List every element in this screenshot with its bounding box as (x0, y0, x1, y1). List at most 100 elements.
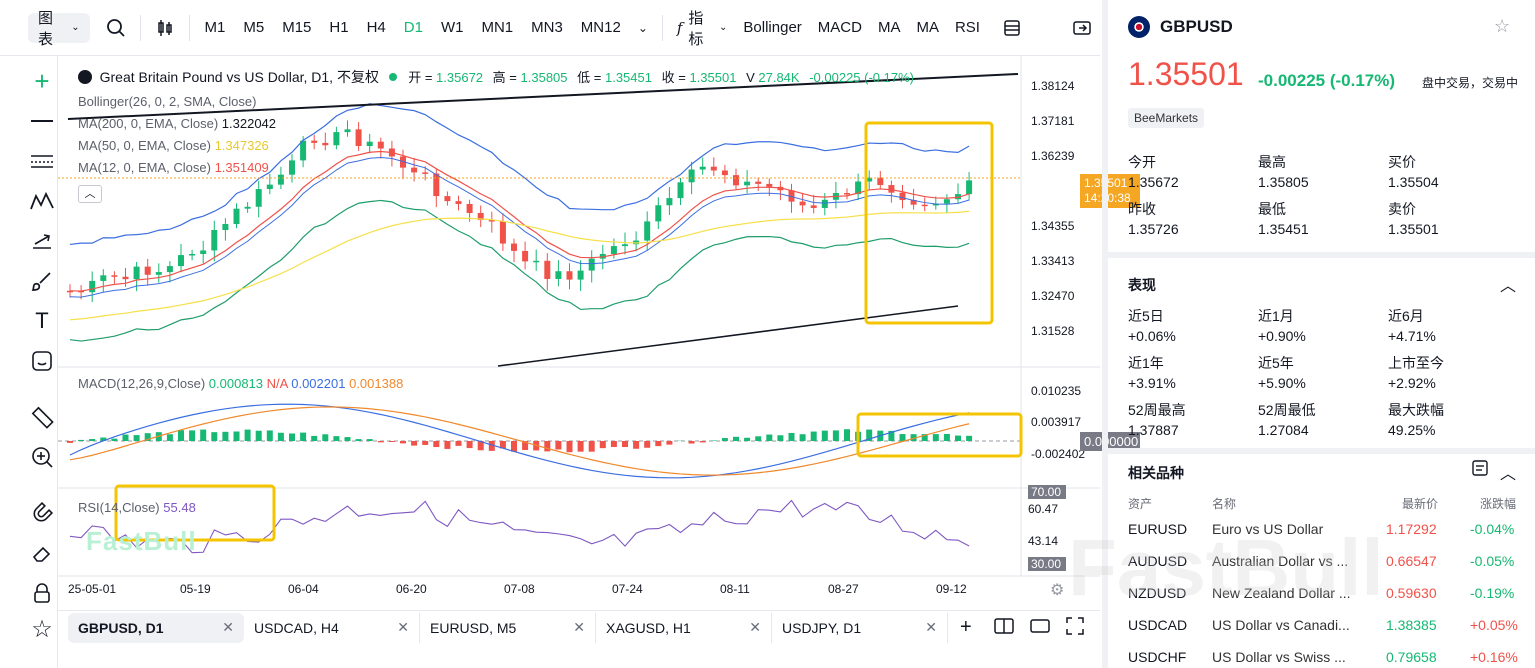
crosshair-tool[interactable]: + (25, 64, 59, 98)
collapse-performance-button[interactable]: ︿ (1500, 272, 1516, 296)
timeframe-h1[interactable]: H1 (321, 13, 356, 43)
export-button[interactable] (1064, 13, 1100, 43)
ma50-legend[interactable]: MA(50, 0, EMA, Close) 1.347326 (78, 138, 269, 153)
fullscreen-button[interactable] (1065, 617, 1084, 638)
hline-tool[interactable] (25, 144, 59, 178)
macd-legend[interactable]: MACD(12,26,9,Close) 0.000813 N/A 0.00220… (78, 376, 403, 391)
timeframe-label: H1 (329, 19, 349, 36)
indicator-rsi-4[interactable]: RSI (947, 13, 988, 43)
related-row[interactable]: NZDUSD New Zealand Dollar ... 0.59630 -0.19… (1108, 585, 1528, 609)
text-tool[interactable]: T (25, 304, 59, 338)
candle-body (411, 167, 418, 173)
projection-tool[interactable] (25, 224, 59, 258)
ruler-tool[interactable] (25, 400, 59, 434)
tab-xagusd[interactable]: XAGUSD, H1 ✕ (596, 612, 772, 643)
tab-gbpusd[interactable]: GBPUSD, D1 ✕ (68, 612, 244, 643)
related-row[interactable]: USDCAD US Dollar vs Canadi... 1.38385 +0.05… (1108, 617, 1528, 641)
macd-histogram-bar (89, 439, 96, 441)
chart-settings-button[interactable]: ⚙ (1050, 580, 1064, 600)
timeframe-m1[interactable]: M1 (197, 13, 234, 43)
price-change: -0.00225 (-0.17%) (1258, 71, 1396, 90)
indicator-macd-1[interactable]: MACD (810, 13, 870, 43)
split-view-button[interactable] (993, 618, 1014, 637)
close-icon[interactable]: ✕ (749, 619, 761, 635)
timeframe-more-button[interactable]: ⌄ (630, 13, 656, 43)
eraser-tool[interactable] (25, 536, 59, 570)
rsi-legend[interactable]: RSI(14,Close) 55.48 (78, 500, 196, 515)
macd-histogram-bar (955, 435, 961, 441)
ma200-legend[interactable]: MA(200, 0, EMA, Close) 1.322042 (78, 116, 276, 131)
favorite-tool[interactable]: ☆ (25, 612, 59, 646)
layout-button[interactable] (994, 13, 1030, 43)
collapse-legend-button[interactable]: ︿ (78, 185, 102, 203)
pattern-tool[interactable] (25, 184, 59, 218)
candle-body (433, 173, 440, 197)
tab-usdcad[interactable]: USDCAD, H4 ✕ (244, 612, 420, 643)
macd-histogram-bar (455, 441, 462, 446)
highlight-box-macd (856, 412, 1023, 458)
related-row[interactable]: AUDUSD Australian Dollar vs ... 0.66547 -0.… (1108, 553, 1528, 577)
related-list-button[interactable] (1472, 460, 1488, 481)
chart-type-select[interactable]: 图表 ⌄ (28, 10, 90, 48)
candle-body (699, 166, 706, 170)
window-button[interactable] (1029, 618, 1050, 637)
line-tool[interactable] (25, 104, 59, 138)
close-icon[interactable]: ✕ (573, 619, 585, 635)
brush-tool[interactable] (25, 264, 59, 298)
related-row[interactable]: EURUSD Euro vs US Dollar 1.17292 -0.04% (1108, 521, 1528, 545)
timeframe-m5[interactable]: M5 (235, 13, 272, 43)
macd-histogram-bar (78, 439, 85, 441)
close-icon[interactable]: ✕ (222, 619, 234, 635)
magnet-tool[interactable] (25, 496, 59, 530)
stat-item: 买价 1.35504 (1388, 152, 1439, 192)
timeframe-mn1[interactable]: MN1 (473, 13, 521, 43)
timeframe-mn3[interactable]: MN3 (523, 13, 571, 43)
timeframe-mn12[interactable]: MN12 (573, 13, 629, 43)
trading-status: 盘中交易，交易中 (1422, 76, 1519, 90)
last-price: 1.35501 (1128, 56, 1244, 92)
timeframe-w1[interactable]: W1 (433, 13, 472, 43)
close-icon[interactable]: ✕ (925, 619, 937, 635)
candle-body (355, 129, 362, 147)
macd-histogram-bar (888, 430, 895, 441)
ma12-legend[interactable]: MA(12, 0, EMA, Close) 1.351409 (78, 160, 269, 175)
collapse-related-button[interactable]: ︿ (1500, 460, 1516, 484)
candle-body (766, 183, 773, 187)
candle-body (910, 200, 917, 205)
macd-histogram-bar (733, 436, 739, 441)
related-row[interactable]: USDCHF US Dollar vs Swiss ... 0.79658 +0.16… (1108, 649, 1528, 668)
indicator-bollinger-0[interactable]: Bollinger (735, 13, 809, 43)
macd-histogram-bar (844, 429, 850, 441)
macd-histogram-bar (588, 441, 595, 452)
macd-histogram-bar (688, 441, 695, 444)
indicators-button[interactable]: f 指标 ⌄ (669, 10, 736, 48)
zoom-tool[interactable] (25, 440, 59, 474)
favorite-button[interactable]: ☆ (1494, 16, 1510, 37)
close-value: 1.35501 (689, 70, 737, 85)
add-tab-button[interactable]: + (960, 616, 972, 639)
bollinger-legend[interactable]: Bollinger(26, 0, 2, SMA, Close) (78, 94, 256, 109)
indicator-ma-3[interactable]: MA (908, 13, 947, 43)
close-icon[interactable]: ✕ (397, 619, 409, 635)
indicator-ma-2[interactable]: MA (870, 13, 909, 43)
lock-tool[interactable] (25, 576, 59, 610)
candle-body (721, 170, 728, 176)
macd-histogram-bar (433, 441, 440, 448)
chart-area[interactable]: Great Britain Pound vs US Dollar, D1, 不复… (58, 56, 1140, 608)
emoji-tool[interactable] (25, 344, 59, 378)
tab-eurusd[interactable]: EURUSD, M5 ✕ (420, 612, 596, 643)
timeframe-h4[interactable]: H4 (359, 13, 394, 43)
search-button[interactable] (98, 13, 134, 43)
ma50-label: MA(50, 0, EMA, Close) (78, 138, 211, 153)
price-chart[interactable] (58, 56, 1100, 608)
candle-body (499, 221, 506, 244)
candle-body (244, 206, 251, 209)
performance-value: +0.06% (1128, 328, 1176, 344)
candle-body (899, 192, 906, 201)
related-title: 相关品种 (1128, 465, 1184, 481)
timeframe-m15[interactable]: M15 (274, 13, 319, 43)
candle-type-button[interactable] (147, 13, 183, 43)
timeframe-d1[interactable]: D1 (396, 13, 431, 43)
macd-histogram-bar (200, 429, 207, 441)
tab-usdjpy[interactable]: USDJPY, D1 ✕ (772, 612, 948, 643)
